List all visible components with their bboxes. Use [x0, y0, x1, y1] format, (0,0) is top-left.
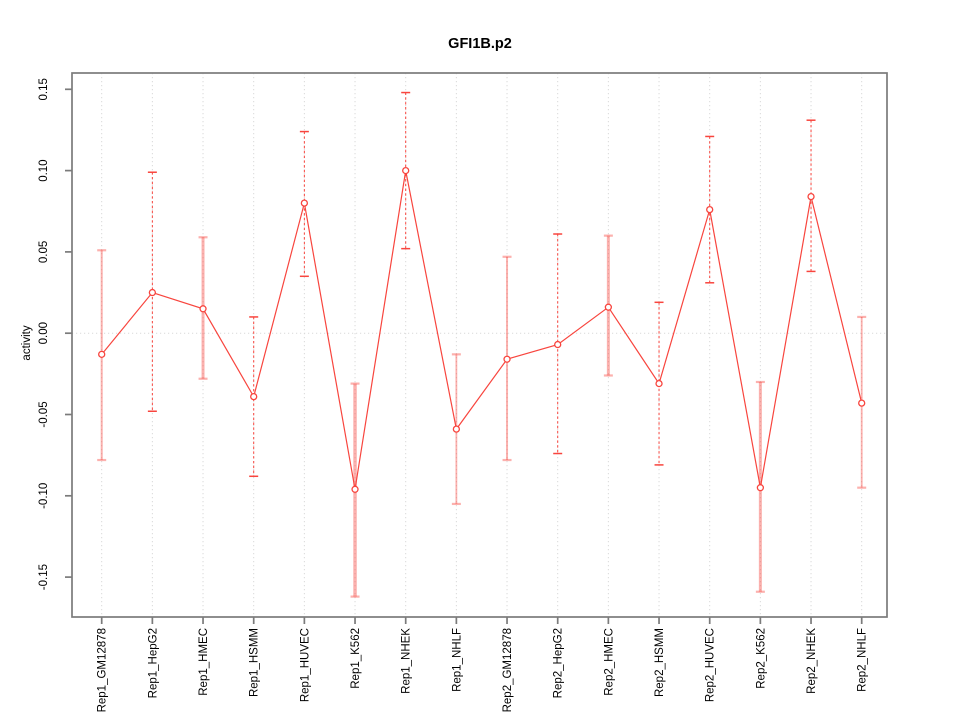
data-point: [98, 350, 106, 358]
data-point: [452, 425, 461, 433]
x-tick-label: Rep1_HSMM: [249, 628, 261, 697]
x-tick-label: Rep1_HUVEC: [299, 628, 311, 702]
data-point: [807, 192, 815, 201]
data-point: [554, 340, 562, 349]
data-point: [604, 303, 613, 311]
y-tick-label: 0.10: [38, 159, 50, 181]
data-point: [503, 355, 511, 363]
x-tick-label: Rep2_K562: [755, 628, 767, 689]
data-point: [199, 305, 207, 313]
x-tick-label: Rep1_NHLF: [451, 628, 463, 692]
x-tick-label: Rep1_NHEK: [401, 628, 413, 694]
x-tick-label: Rep2_HSMM: [654, 628, 666, 697]
data-point: [402, 166, 410, 175]
x-tick-label: Rep1_HepG2: [147, 628, 159, 698]
x-tick-label: Rep2_NHLF: [857, 628, 869, 692]
data-point: [756, 484, 765, 492]
y-tick-label: -0.10: [38, 483, 50, 509]
y-tick-label: 0.15: [38, 78, 50, 100]
y-tick-label: 0.00: [38, 322, 50, 344]
data-point: [300, 199, 309, 207]
plot-border: [71, 72, 888, 618]
data-points: [98, 166, 866, 493]
x-tick-label: Rep1_GM12878: [97, 628, 109, 712]
chart-title: GFI1B.p2: [448, 36, 512, 52]
y-tick-label: 0.05: [38, 241, 50, 263]
x-tick-label: Rep1_HMEC: [198, 628, 210, 696]
y-tick-label: -0.05: [38, 401, 50, 427]
error-bars: [97, 91, 867, 598]
data-point: [250, 392, 258, 401]
x-tick-label: Rep1_K562: [350, 628, 362, 689]
data-point: [706, 205, 714, 214]
data-point: [351, 485, 359, 493]
data-point: [148, 288, 157, 297]
x-tick-label: Rep2_NHEK: [806, 628, 818, 694]
x-tick-label: Rep2_GM12878: [502, 628, 514, 712]
x-tick-label: Rep2_HepG2: [553, 628, 565, 698]
gridlines: [72, 73, 887, 617]
x-tick-label: Rep2_HUVEC: [705, 628, 717, 702]
data-point: [655, 379, 663, 388]
data-point: [858, 399, 866, 407]
y-tick-label: -0.15: [38, 564, 50, 590]
series-line: [101, 170, 863, 490]
x-tick-label: Rep2_HMEC: [603, 628, 615, 696]
